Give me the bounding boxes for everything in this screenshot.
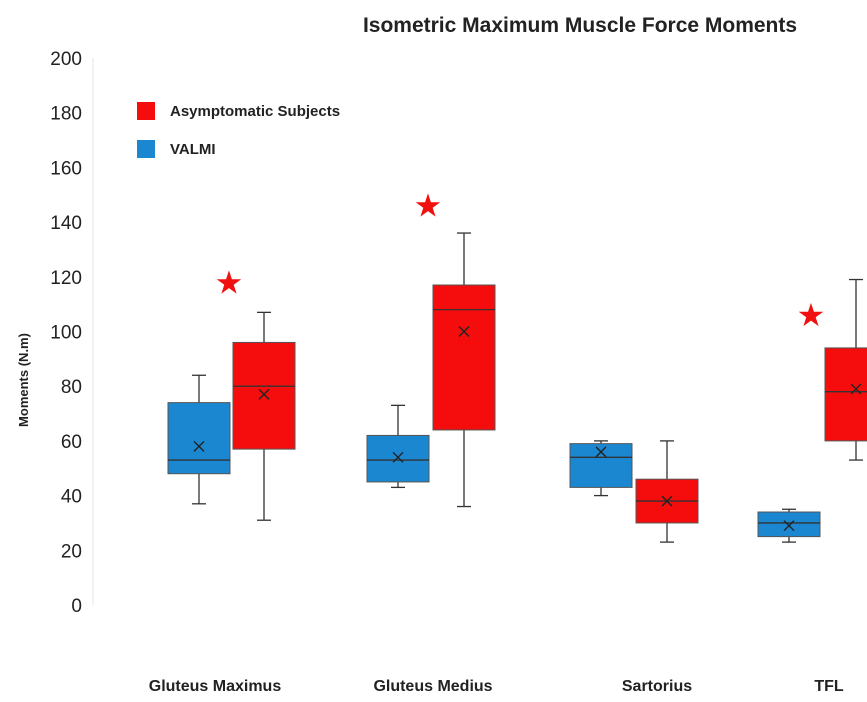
box-plot — [757, 508, 821, 543]
y-tick-label: 40 — [61, 487, 82, 508]
category-labels: Gluteus Maximus Gluteus Medius Sartorius TF… — [149, 678, 844, 695]
box-iqr — [569, 443, 633, 488]
legend-label: Asymptomatic Subjects — [170, 103, 340, 120]
y-tick-label: 100 — [50, 323, 82, 344]
mean-marker — [661, 495, 673, 507]
y-tick-label: 180 — [50, 104, 82, 125]
mean-marker — [193, 440, 205, 452]
legend-swatch — [137, 140, 155, 158]
y-tick-label: 0 — [71, 596, 82, 617]
mean-marker — [595, 446, 607, 458]
box-plot — [824, 278, 867, 461]
y-tick-label: 140 — [50, 213, 82, 234]
category-label: Gluteus Medius — [373, 678, 492, 695]
mean-marker — [258, 388, 270, 400]
box-iqr — [432, 284, 496, 431]
box-plot — [432, 232, 496, 508]
box-plot — [569, 440, 633, 497]
mean-marker — [850, 383, 862, 395]
box-plot — [232, 311, 296, 521]
significance-star-icon: ★ — [414, 187, 443, 225]
box-iqr — [167, 402, 231, 475]
y-tick-label: 160 — [50, 158, 82, 179]
box-plots — [167, 232, 867, 543]
significance-star-icon: ★ — [797, 296, 826, 334]
box-plot — [366, 404, 430, 489]
y-tick-label: 200 — [50, 49, 82, 70]
box-plot — [167, 374, 231, 505]
box-plot — [635, 440, 699, 543]
box-iqr — [824, 347, 867, 442]
mean-marker — [392, 451, 404, 463]
significance-star-icon: ★ — [215, 263, 244, 301]
chart-title: Isometric Maximum Muscle Force Moments — [363, 14, 797, 37]
box-iqr — [757, 511, 821, 538]
box-iqr — [232, 341, 296, 450]
category-label: Gluteus Maximus — [149, 678, 282, 695]
y-tick-label: 80 — [61, 377, 82, 398]
mean-marker — [783, 520, 795, 532]
box-iqr — [366, 434, 430, 483]
y-ticks: 0 20 40 60 80 100 120 140 160 180 200 — [50, 49, 82, 617]
significance-stars: ★ ★ ★ — [215, 187, 826, 334]
y-axis-label: Moments (N.m) — [16, 333, 31, 427]
category-label: Sartorius — [622, 678, 692, 695]
y-tick-label: 60 — [61, 432, 82, 453]
legend: Asymptomatic Subjects VALMI — [137, 102, 340, 158]
legend-label: VALMI — [170, 141, 216, 158]
category-label: TFL — [814, 678, 844, 695]
y-tick-label: 20 — [61, 541, 82, 562]
mean-marker — [458, 326, 470, 337]
y-tick-label: 120 — [50, 268, 82, 289]
legend-swatch — [137, 102, 155, 120]
